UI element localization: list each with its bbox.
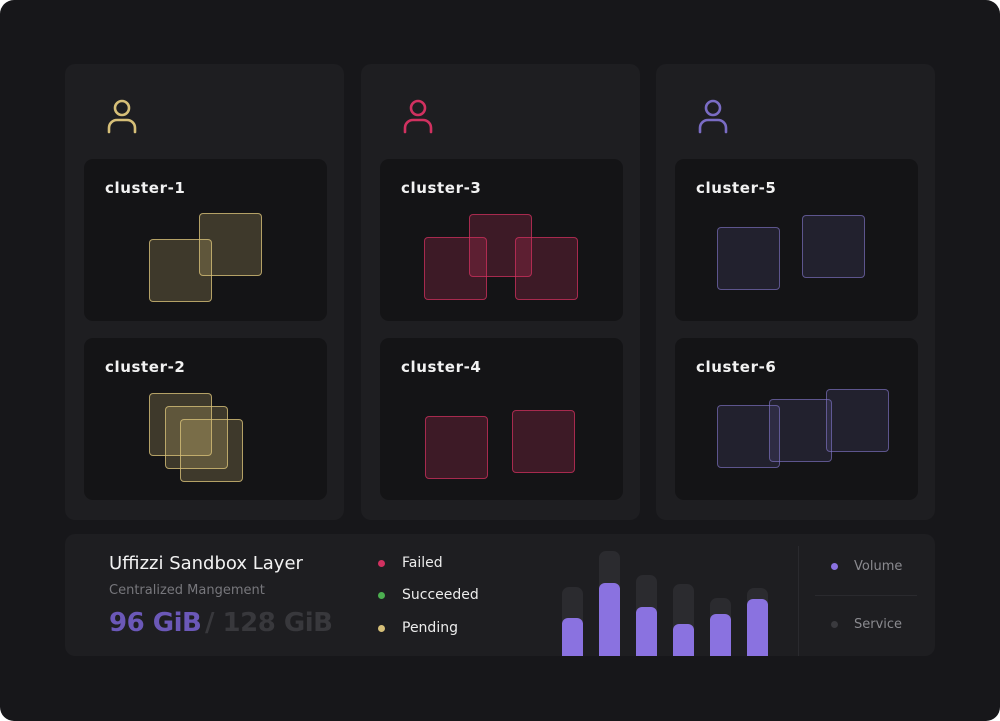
status-dot	[378, 624, 385, 632]
status-label: Succeeded	[402, 587, 479, 603]
status-label: Failed	[402, 555, 443, 571]
user-column-3: cluster-5 cluster-6	[656, 64, 935, 520]
user-icon	[403, 99, 433, 134]
bar-volume	[599, 583, 620, 656]
cluster-name: cluster-1	[105, 179, 186, 197]
workload-square	[515, 237, 578, 300]
cluster-card[interactable]: cluster-5	[675, 159, 918, 321]
status-succeeded: Succeeded	[378, 586, 479, 604]
bar-volume	[562, 618, 583, 656]
bar-volume	[747, 599, 768, 656]
status-label: Pending	[402, 620, 458, 636]
workload-square	[802, 215, 865, 278]
cluster-name: cluster-6	[696, 358, 777, 376]
memory-used: 96 GiB	[109, 608, 202, 638]
cluster-name: cluster-3	[401, 179, 482, 197]
legend-label: Service	[854, 616, 903, 632]
legend-service: Service	[831, 615, 902, 633]
cluster-name: cluster-5	[696, 179, 777, 197]
user-column-2: cluster-3 cluster-4	[361, 64, 640, 520]
workload-square	[425, 416, 488, 479]
legend-label: Volume	[854, 558, 903, 574]
cluster-name: cluster-4	[401, 358, 482, 376]
workload-square	[424, 237, 487, 300]
user-icon	[698, 99, 728, 134]
workload-square	[165, 406, 228, 469]
divider	[815, 595, 917, 596]
cluster-card[interactable]: cluster-2	[84, 338, 327, 500]
status-dot	[378, 559, 385, 567]
workload-square	[717, 227, 780, 290]
cluster-card[interactable]: cluster-3	[380, 159, 623, 321]
workload-square	[149, 239, 212, 302]
divider	[798, 546, 799, 656]
sandbox-title: Uffizzi Sandbox Layer	[109, 553, 303, 574]
cluster-card[interactable]: cluster-6	[675, 338, 918, 500]
bar-volume	[710, 614, 731, 656]
sandbox-subtitle: Centralized Mangement	[109, 583, 265, 598]
memory-total: / 128 GiB	[205, 608, 333, 638]
workload-square	[512, 410, 575, 473]
legend-dot	[831, 562, 838, 570]
cluster-card[interactable]: cluster-4	[380, 338, 623, 500]
legend-volume: Volume	[831, 557, 902, 575]
workload-square	[769, 399, 832, 462]
bar-volume	[673, 624, 694, 656]
usage-bar-chart	[562, 550, 772, 656]
status-failed: Failed	[378, 554, 443, 572]
sandbox-layer-panel: Uffizzi Sandbox Layer Centralized Mangem…	[65, 534, 935, 656]
user-icon	[107, 99, 137, 134]
status-pending: Pending	[378, 619, 458, 637]
workload-square	[469, 214, 532, 277]
cluster-name: cluster-2	[105, 358, 186, 376]
legend-dot	[831, 620, 838, 628]
workload-square	[180, 419, 243, 482]
cluster-card[interactable]: cluster-1	[84, 159, 327, 321]
user-column-1: cluster-1 cluster-2	[65, 64, 344, 520]
workload-square	[199, 213, 262, 276]
bar-volume	[636, 607, 657, 656]
status-dot	[378, 591, 385, 599]
workload-square	[826, 389, 889, 452]
